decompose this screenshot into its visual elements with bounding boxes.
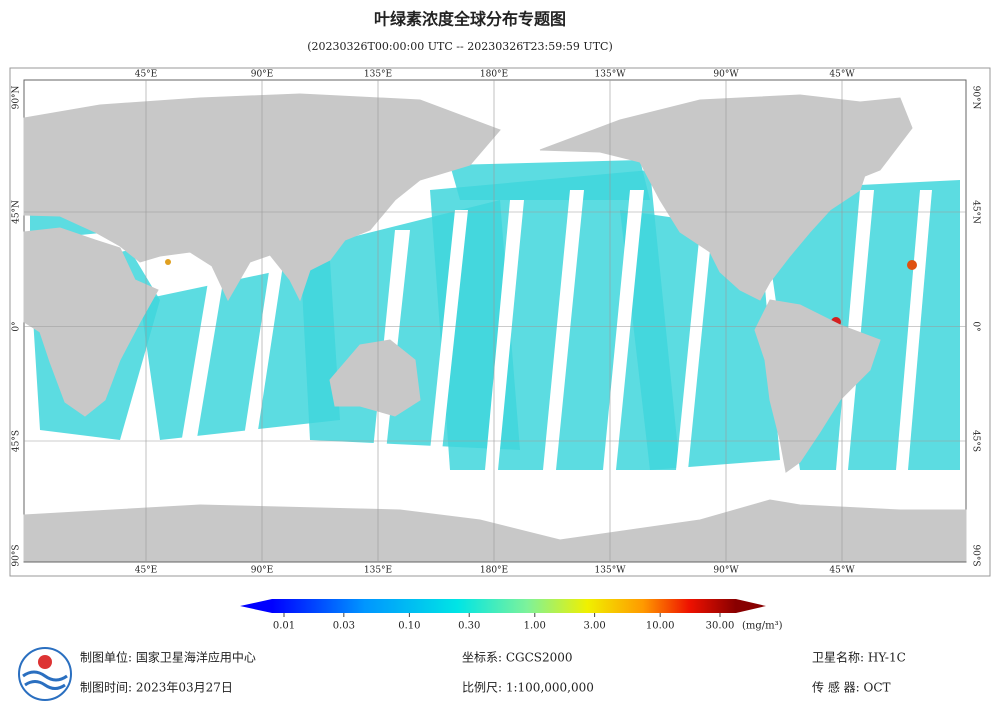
colorbar-tick-label: 0.01 <box>273 621 295 632</box>
map-subtitle: (20230326T00:00:00 UTC -- 20230326T23:59… <box>307 40 613 53</box>
footer-org: 制图单位: 国家卫星海洋应用中心 <box>80 650 256 665</box>
logo <box>18 647 72 701</box>
colorbar-tick-label: 0.30 <box>458 621 480 632</box>
lat-label-right: 0° <box>971 321 981 331</box>
lat-label-left: 0° <box>12 321 22 331</box>
lon-label-top: 90°W <box>713 70 739 80</box>
colorbar-tick-label: 30.00 <box>706 621 735 632</box>
lat-label-right: 45°S <box>971 430 981 452</box>
land-greenland <box>798 97 913 183</box>
land-africa <box>23 227 159 417</box>
colorbar-tick-label: 0.03 <box>333 621 355 632</box>
land-north-america <box>539 94 871 301</box>
lon-label-bottom: 45°W <box>829 566 855 576</box>
lon-label-top: 135°W <box>595 70 627 80</box>
map-body: 45°E 45°E 90°E 90°E 135°E 135°E 180°E 180°E 135°… <box>12 70 981 576</box>
lon-label-bottom: 180°E <box>480 566 508 576</box>
colorbar-unit: (mg/m³) <box>742 621 783 632</box>
colorbar: 0.01 0.03 0.10 0.30 1.00 3.00 10.00 30.00 (mg/m³… <box>240 599 783 632</box>
lat-label-right: 90°S <box>971 544 981 566</box>
lon-label-top: 180°E <box>480 70 508 80</box>
lon-label-top: 45°W <box>829 70 855 80</box>
land-australia <box>329 339 421 417</box>
footer-scale: 比例尺: 1:100,000,000 <box>462 681 594 695</box>
footer-date: 制图时间: 2023年03月27日 <box>80 681 233 695</box>
outer-frame <box>9 67 991 577</box>
lon-label-bottom: 45°E <box>135 566 158 576</box>
colorbar-tick-label: 10.00 <box>646 621 675 632</box>
lon-label-top: 45°E <box>135 70 158 80</box>
lat-label-right: 90°N <box>971 86 981 110</box>
lon-label-top: 90°E <box>251 70 274 80</box>
graticule: 45°E 45°E 90°E 90°E 135°E 135°E 180°E 180°E 135°… <box>12 70 981 576</box>
lon-label-bottom: 135°E <box>364 566 392 576</box>
colorbar-tick-label: 0.10 <box>398 621 420 632</box>
lat-label-left: 45°N <box>12 200 22 224</box>
lat-label-right: 45°N <box>971 200 981 224</box>
colorbar-tick-label: 3.00 <box>583 621 605 632</box>
land-antarctica <box>23 499 967 562</box>
swath <box>450 160 650 200</box>
lat-label-left: 45°S <box>12 430 22 452</box>
lat-label-left: 90°N <box>12 85 22 109</box>
lon-label-bottom: 90°E <box>251 566 274 576</box>
footer-sensor: 传 感 器: OCT <box>812 680 891 695</box>
lat-label-left: 90°S <box>12 544 22 566</box>
map-title: 叶绿素浓度全球分布专题图 <box>374 10 566 29</box>
colorbar-over <box>736 599 766 613</box>
footer-crs: 坐标系: CGCS2000 <box>462 651 573 665</box>
colorbar-ramp <box>272 599 736 613</box>
lon-label-bottom: 90°W <box>713 566 739 576</box>
land-south-america <box>754 299 881 473</box>
colorbar-under <box>240 599 272 613</box>
colorbar-tick-label: 1.00 <box>524 621 546 632</box>
footer-satellite: 卫星名称: HY-1C <box>812 650 906 665</box>
lon-label-top: 135°E <box>364 70 392 80</box>
lon-label-bottom: 135°W <box>595 566 627 576</box>
